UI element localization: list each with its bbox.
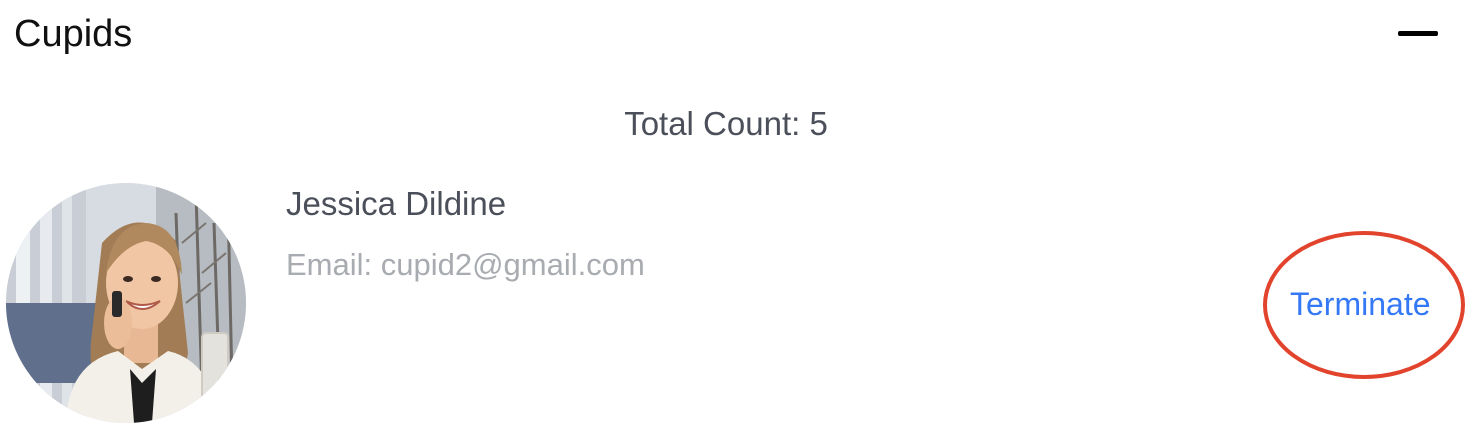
terminate-area: Terminate [1260, 228, 1468, 382]
terminate-button[interactable]: Terminate [1290, 286, 1431, 322]
avatar-photo [6, 183, 246, 423]
page-title: Cupids [14, 13, 133, 55]
total-count-label: Total Count: 5 [624, 105, 828, 142]
annotation-circle [1263, 231, 1465, 379]
cupid-email: Email: cupid2@gmail.com [286, 247, 645, 282]
avatar [6, 183, 246, 423]
collapse-button[interactable] [1388, 14, 1448, 54]
minus-icon [1398, 31, 1438, 36]
cupid-name: Jessica Dildine [286, 185, 507, 222]
